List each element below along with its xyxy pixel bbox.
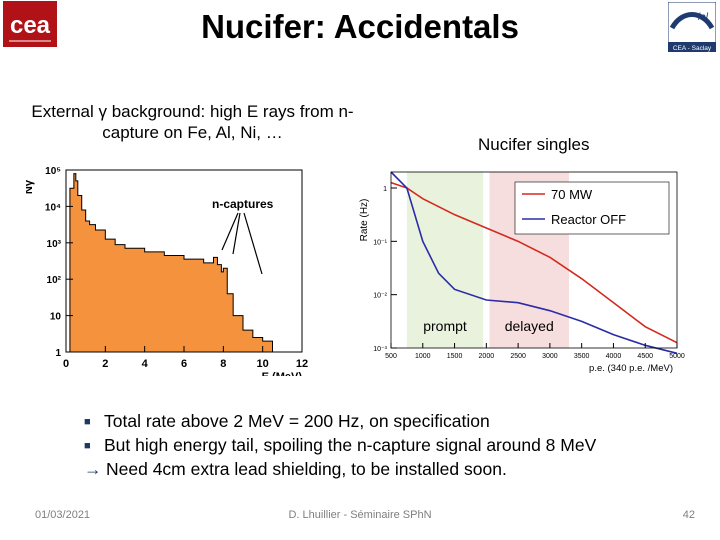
x-tick-label: 4500 <box>637 353 653 360</box>
x-tick-label: 8 <box>220 358 226 370</box>
x-tick-label: 1000 <box>415 353 431 360</box>
legend-box <box>514 181 670 235</box>
series-line <box>390 181 678 344</box>
bullet-item: ■ But high energy tail, spoiling the n-ca… <box>84 434 596 458</box>
x-tick-label: 4000 <box>606 353 622 360</box>
singles-label: Nucifer singles <box>478 135 590 154</box>
y-tick-label: 1 <box>55 348 61 359</box>
x-tick-label: 10 <box>257 358 269 370</box>
slide-title: Nucifer: Accidentals <box>201 8 519 45</box>
chart-legend: 70 MW Reactor OFF <box>514 181 670 235</box>
annotation-arrow <box>243 212 263 275</box>
bullet-marker-icon: ■ <box>84 416 91 428</box>
x-tick-label: 3500 <box>574 353 590 360</box>
lal-logo-subtext: CEA - Saclay <box>673 45 712 52</box>
cea-logo-text: cea <box>10 12 51 39</box>
footer-date: 01/03/2021 <box>35 509 91 521</box>
x-tick-label: 2 <box>102 358 108 370</box>
footer-center: D. Lhuillier - Séminaire SPhN <box>288 509 432 521</box>
y-tick-label: 10 <box>50 312 62 323</box>
band-prompt <box>406 172 484 348</box>
x-tick-label: 5000 <box>669 353 685 360</box>
gamma-spectrum-chart: 0 2 4 6 8 10 12 1 10 10² 10³ 10⁴ 10⁵ E (MeV) Nγ n-captu… <box>26 166 308 376</box>
x-axis-label: p.e. (340 p.e. /MeV) <box>589 363 673 374</box>
x-tick-label: 2000 <box>479 353 495 360</box>
y-tick-label: 10⁴ <box>45 202 61 213</box>
bullet-item: ■ Total rate above 2 MeV = 200 Hz, on spe… <box>84 410 596 434</box>
arrow-right-icon: → <box>84 459 102 479</box>
x-tick-label: 12 <box>296 358 308 370</box>
y-tick-label: 10⁵ <box>45 166 61 177</box>
legend-entry: 70 MW <box>551 187 593 202</box>
singles-rate-chart: prompt delayed 500 1000 1500 2000 2500 3000 3500… <box>359 171 685 374</box>
y-tick-label: 10⁻¹ <box>373 239 387 246</box>
conclusion-text: Need 4cm extra lead shielding, to be ins… <box>106 459 507 479</box>
y-tick-label: 10³ <box>47 239 62 250</box>
x-axis-label: E (MeV) <box>262 371 303 376</box>
gamma-background-text: External γ background: high E rays from … <box>31 102 354 142</box>
x-tick-label: 4 <box>142 358 149 370</box>
x-tick-label: 3000 <box>542 353 558 360</box>
annotation-arrow <box>232 212 241 255</box>
y-axis-label: Nγ <box>26 179 35 194</box>
y-axis-label: Rate (Hz) <box>359 199 370 242</box>
cea-logo-graphic: cea <box>9 12 51 42</box>
band-label-prompt: prompt <box>423 318 467 334</box>
y-tick-label: 10⁻³ <box>373 346 387 353</box>
y-tick-label: 1 <box>383 186 387 193</box>
lal-logo-text: lal <box>698 12 709 23</box>
bullet-list: ■ Total rate above 2 MeV = 200 Hz, on spe… <box>84 410 596 481</box>
lal-logo: lal CEA - Saclay <box>667 1 717 53</box>
series-line <box>390 171 678 355</box>
annotation-arrow <box>221 212 239 251</box>
conclusion-line: → Need 4cm extra lead shielding, to be in… <box>84 458 596 481</box>
bullet-text: Total rate above 2 MeV = 200 Hz, on spec… <box>104 411 490 431</box>
n-captures-annotation: n-captures <box>212 197 274 211</box>
spectrum-histogram <box>69 173 273 353</box>
bullet-text: But high energy tail, spoiling the n-cap… <box>104 435 597 455</box>
x-tick-label: 1500 <box>447 353 463 360</box>
x-tick-label: 500 <box>385 353 397 360</box>
x-tick-label: 0 <box>63 358 69 370</box>
footer-page-number: 42 <box>682 509 695 521</box>
band-label-delayed: delayed <box>505 318 554 334</box>
plot-frame <box>390 171 678 349</box>
cea-logo: cea <box>3 1 57 47</box>
y-tick-label: 10² <box>47 275 62 286</box>
lal-logo-graphic: lal CEA - Saclay <box>667 1 717 53</box>
legend-entry: Reactor OFF <box>551 212 626 227</box>
x-tick-label: 6 <box>181 358 187 370</box>
x-tick-label: 2500 <box>510 353 526 360</box>
y-tick-label: 10⁻² <box>373 293 387 300</box>
bullet-marker-icon: ■ <box>84 440 91 452</box>
